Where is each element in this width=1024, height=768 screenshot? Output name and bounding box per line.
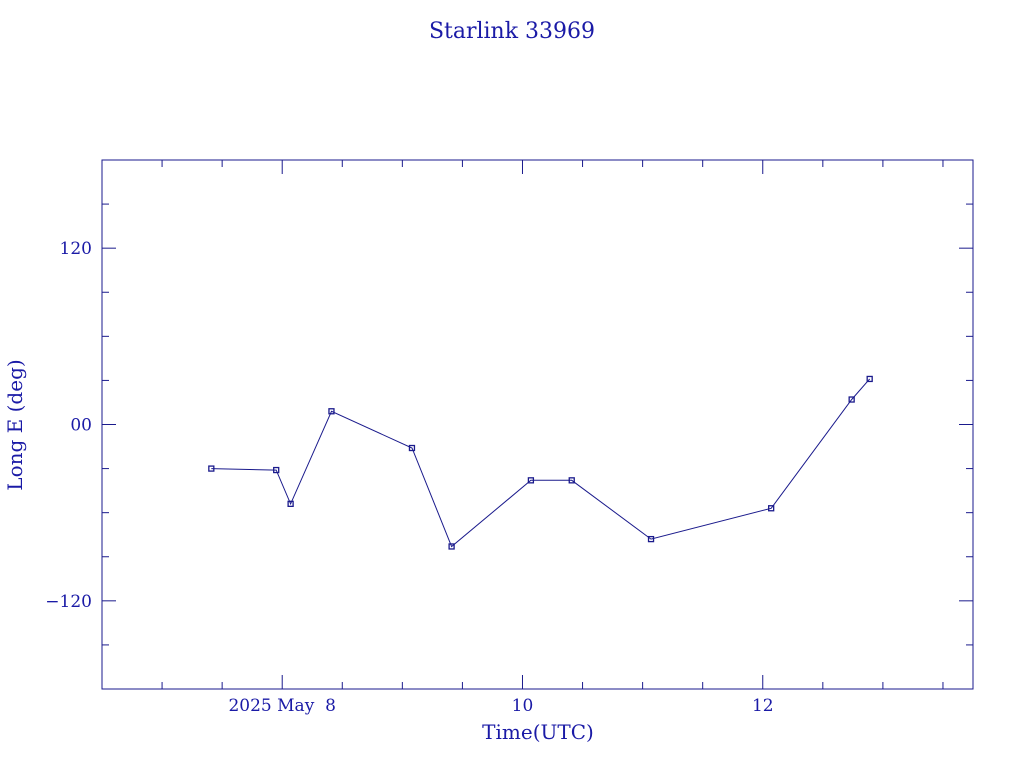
- data-series: [208, 375, 873, 550]
- axis-ticks: [101, 160, 973, 689]
- data-point: [848, 396, 855, 403]
- x-tick-label: 2025 May 8: [228, 696, 335, 716]
- data-point: [866, 375, 873, 383]
- x-tick-label: 10: [512, 696, 534, 716]
- chart-title: Starlink 33969: [429, 19, 595, 44]
- axis-tick-labels: 2025 May 8 10 12 120 00 −120: [45, 239, 773, 716]
- data-point: [568, 477, 575, 484]
- y-tick-label: 00: [70, 416, 92, 436]
- data-point: [328, 408, 335, 415]
- data-point: [208, 465, 215, 472]
- data-point: [448, 543, 455, 550]
- x-axis-label: Time(UTC): [482, 720, 594, 744]
- series-line: [211, 378, 871, 548]
- y-tick-label: 120: [60, 239, 92, 259]
- data-point: [273, 466, 280, 474]
- y-axis-label: Long E (deg): [3, 359, 27, 490]
- data-point: [527, 477, 535, 484]
- plot-frame: [101, 159, 974, 690]
- data-point: [408, 444, 416, 452]
- data-point: [287, 500, 294, 508]
- y-tick-label: −120: [45, 592, 92, 612]
- data-point: [768, 505, 775, 512]
- data-point: [647, 535, 655, 543]
- x-tick-label: 12: [752, 696, 774, 716]
